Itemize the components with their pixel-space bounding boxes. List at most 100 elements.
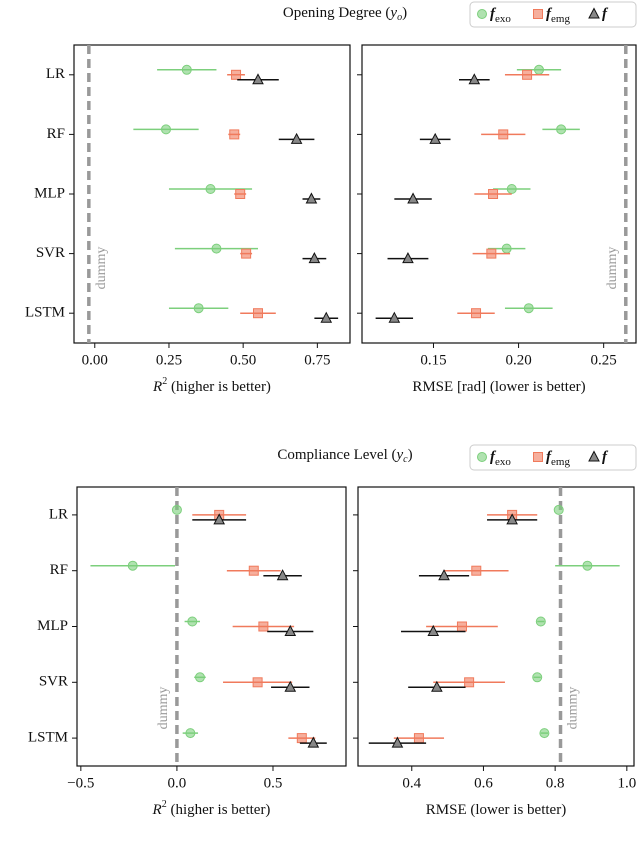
- title-end: ): [402, 5, 407, 21]
- panel-frame: [76, 486, 347, 767]
- x-tick-label: 0.0: [168, 775, 187, 791]
- legend-label: fexo: [490, 6, 511, 24]
- x-axis-label: R2 (higher is better): [152, 799, 271, 818]
- legend-label: fexo: [490, 449, 511, 467]
- legend-label: femg: [546, 6, 570, 24]
- marker: [588, 7, 600, 19]
- title-var: y: [388, 5, 397, 21]
- x-label-var: R: [152, 802, 162, 818]
- marker: [305, 192, 318, 204]
- legend-label: f: [602, 6, 609, 22]
- legend-box: [469, 444, 637, 471]
- marker: [253, 308, 263, 319]
- dummy-label: dummy: [566, 687, 581, 730]
- marker: [181, 64, 192, 75]
- x-label-sup: 2: [162, 376, 167, 387]
- marker: [471, 565, 482, 576]
- y-tick-label: LSTM: [25, 305, 65, 321]
- y-tick-label: MLP: [34, 185, 65, 201]
- x-axis-label: RMSE [rad] (lower is better): [412, 379, 585, 395]
- marker: [556, 124, 567, 135]
- legend-label: f: [602, 449, 609, 465]
- marker: [532, 672, 543, 683]
- marker: [388, 311, 401, 323]
- x-tick-label: 0.5: [264, 775, 283, 791]
- x-axis-label: R2 (higher is better): [152, 376, 271, 395]
- x-tick-label: −0.5: [67, 775, 94, 791]
- marker: [258, 621, 269, 632]
- marker: [498, 129, 509, 140]
- marker: [468, 73, 481, 85]
- y-tick-label: LR: [49, 506, 68, 522]
- legend-f: f: [602, 6, 609, 22]
- marker: [533, 452, 543, 462]
- y-tick-label: MLP: [37, 618, 68, 634]
- x-tick-label: 0.8: [546, 775, 565, 791]
- x-tick-label: 0.75: [304, 352, 330, 368]
- marker: [501, 243, 512, 254]
- marker: [533, 9, 543, 19]
- x-tick-label: 0.25: [156, 352, 182, 368]
- legend-sub: exo: [495, 456, 511, 468]
- y-tick-label: LR: [46, 66, 65, 82]
- marker: [438, 569, 450, 581]
- legend-f: f: [546, 6, 553, 22]
- marker: [523, 303, 534, 314]
- marker: [185, 728, 196, 739]
- marker: [205, 184, 216, 194]
- x-label-text: (higher is better): [167, 379, 271, 395]
- dummy-label: dummy: [605, 247, 620, 290]
- marker: [431, 680, 443, 692]
- marker: [413, 733, 424, 744]
- marker: [248, 565, 259, 576]
- chart-title: Compliance Level (yc): [277, 447, 412, 465]
- marker: [284, 680, 297, 692]
- x-label-text: RMSE (lower is better): [426, 802, 566, 818]
- x-label-text: RMSE [rad] (lower is better): [412, 379, 585, 395]
- marker: [506, 184, 517, 194]
- marker: [427, 624, 440, 636]
- marker: [241, 248, 252, 259]
- marker: [429, 132, 442, 144]
- legend-f: f: [490, 449, 497, 465]
- legend-f: f: [546, 449, 553, 465]
- marker: [407, 192, 419, 204]
- title-text: Opening Degree (: [283, 5, 390, 21]
- marker: [229, 129, 240, 140]
- marker: [522, 69, 533, 80]
- y-tick-label: SVR: [36, 245, 65, 261]
- marker: [296, 733, 307, 744]
- marker: [464, 677, 475, 688]
- marker: [308, 252, 321, 264]
- y-tick-label: LSTM: [28, 730, 68, 746]
- legend-label: femg: [546, 449, 570, 467]
- chart-title: Opening Degree (yo): [283, 5, 407, 23]
- x-axis-label: RMSE (lower is better): [426, 802, 566, 818]
- marker: [284, 624, 297, 636]
- marker: [252, 677, 263, 688]
- marker: [127, 560, 138, 571]
- marker: [477, 9, 487, 19]
- legend-sub: emg: [551, 456, 570, 468]
- marker: [290, 132, 303, 144]
- legend-sub: exo: [495, 13, 511, 25]
- title-sub: o: [397, 12, 402, 23]
- title-text: Compliance Level (: [277, 447, 396, 463]
- marker: [194, 672, 205, 683]
- marker: [161, 124, 171, 135]
- marker: [539, 728, 550, 739]
- legend-f: f: [490, 6, 497, 22]
- x-tick-label: 0.6: [474, 775, 493, 791]
- marker: [488, 189, 499, 199]
- title-sub: c: [403, 454, 408, 465]
- marker: [193, 303, 204, 314]
- y-tick-label: SVR: [39, 674, 68, 690]
- dummy-label: dummy: [156, 687, 171, 730]
- marker: [231, 69, 242, 80]
- legend-box: [469, 1, 637, 28]
- x-label-sup: 2: [162, 799, 167, 810]
- y-tick-label: RF: [47, 126, 65, 142]
- marker: [402, 252, 414, 264]
- marker: [276, 569, 289, 581]
